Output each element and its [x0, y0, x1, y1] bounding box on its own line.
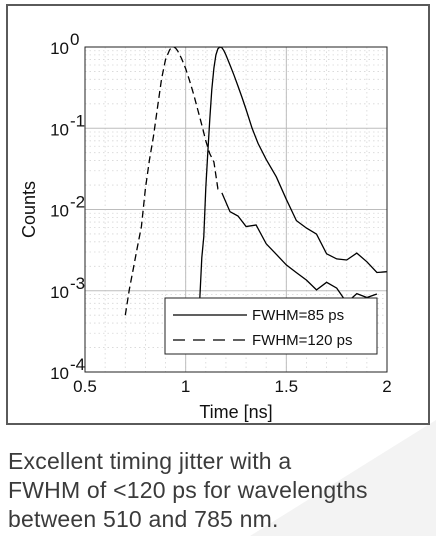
caption-line-3: between 510 and 785 nm. — [8, 506, 279, 532]
series-line-1 — [199, 46, 388, 299]
legend-label: FWHM=120 ps — [252, 332, 352, 349]
legend-label: FWHM=85 ps — [252, 307, 344, 324]
x-tick-label: 1.5 — [275, 377, 299, 396]
x-tick-label: 1 — [181, 377, 190, 396]
y-tick-exponent: 0 — [70, 30, 79, 49]
series-line-2 — [124, 46, 223, 316]
x-tick-label: 0.5 — [73, 377, 97, 396]
y-axis-label: Counts — [19, 181, 39, 238]
y-tick-label: 10 — [50, 202, 69, 221]
figure-panel: 10 0 10 -1 10 -2 10 -3 10 -4 0.5 1 1.5 2 Time [ns] Coun… — [6, 4, 430, 425]
y-tick-label: 10 — [50, 39, 69, 58]
plot-frame — [84, 46, 388, 373]
legend-box — [164, 297, 378, 355]
caption: Excellent timing jitter with a FWHM of <… — [8, 447, 428, 534]
y-tick-label: 10 — [50, 364, 69, 383]
y-tick-exponent: -1 — [70, 111, 85, 130]
x-tick-label: 2 — [382, 377, 391, 396]
y-tick-label: 10 — [50, 120, 69, 139]
y-tick-exponent: -4 — [70, 355, 85, 374]
x-axis-label: Time [ns] — [199, 402, 272, 422]
y-tick-label: 10 — [50, 283, 69, 302]
caption-line-1: Excellent timing jitter with a — [8, 448, 292, 474]
caption-line-2: FWHM of <120 ps for wavelengths — [8, 477, 368, 503]
y-tick-exponent: -2 — [70, 193, 85, 212]
y-tick-exponent: -3 — [70, 274, 85, 293]
